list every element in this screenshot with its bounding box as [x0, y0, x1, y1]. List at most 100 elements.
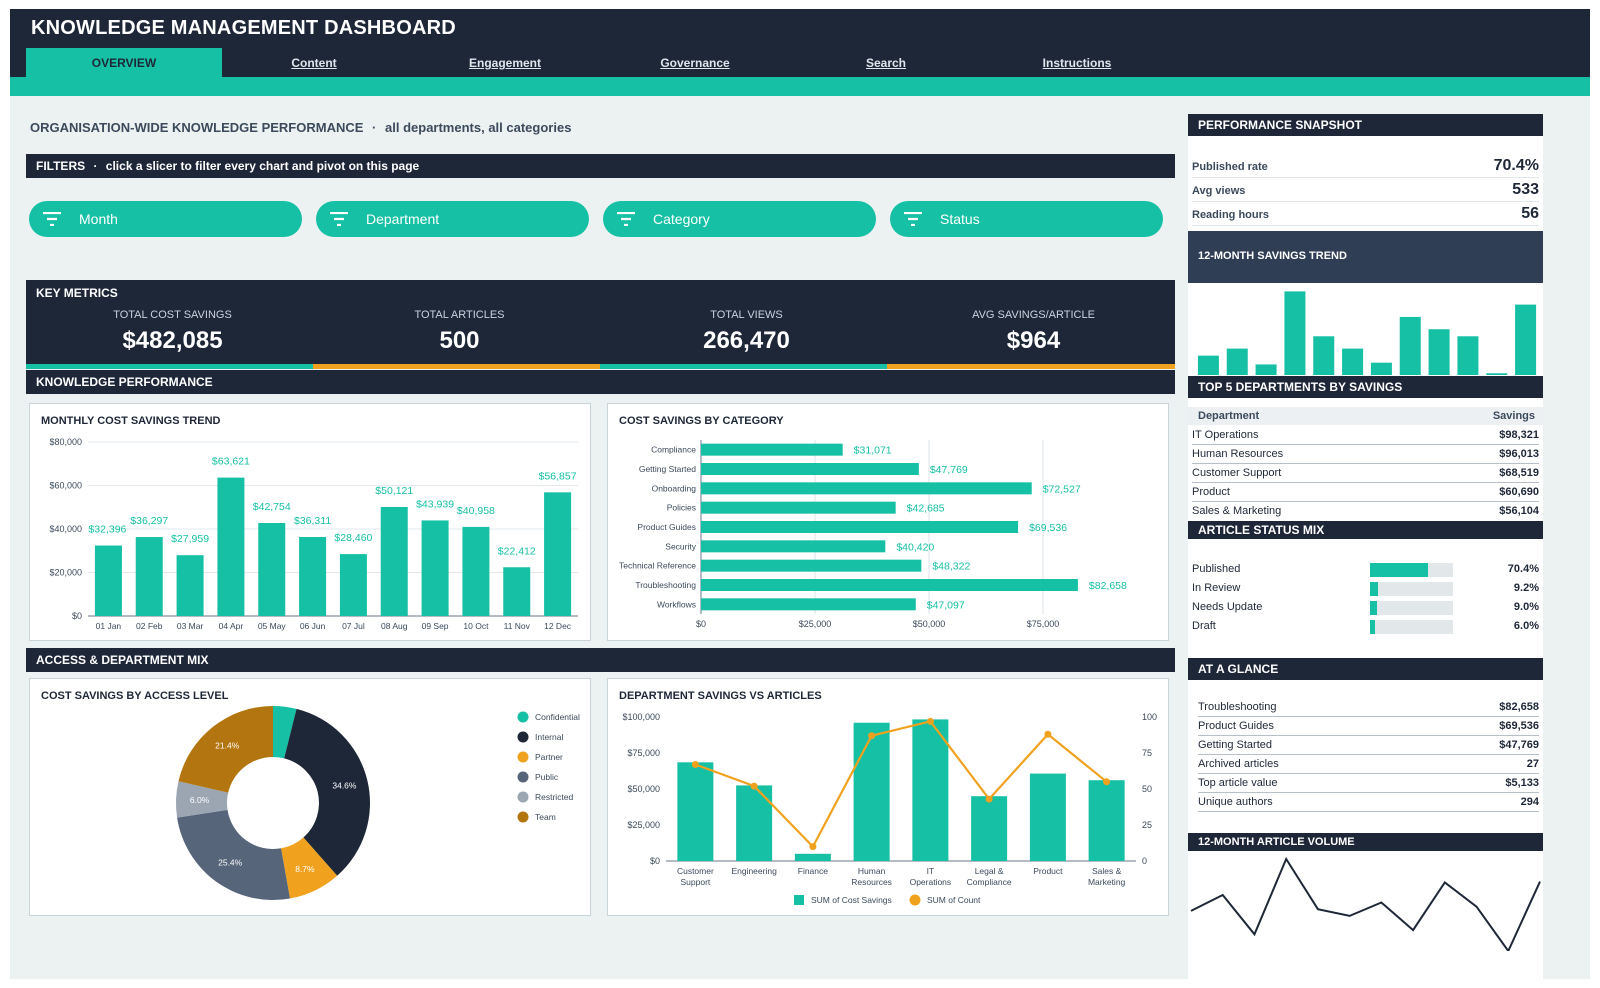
- bar: [258, 523, 286, 616]
- top5-header-department: Department: [1198, 410, 1260, 422]
- data-label: $43,939: [416, 498, 454, 510]
- data-label: $72,527: [1043, 483, 1081, 495]
- series-line: [1190, 856, 1541, 951]
- snapshot-value: 56: [1521, 205, 1539, 222]
- slicer-month-label: Month: [79, 211, 118, 227]
- bar: [701, 521, 1019, 533]
- y-tick-label: $20,000: [49, 568, 82, 578]
- slicer-category[interactable]: Category: [603, 201, 876, 237]
- bar: [701, 579, 1078, 591]
- category-savings-card: COST SAVINGS BY CATEGORY $0 $25,000 $50,00…: [607, 403, 1169, 641]
- slice-label: 8.7%: [295, 864, 315, 874]
- access-chart-title: COST SAVINGS BY ACCESS LEVEL: [41, 690, 229, 702]
- x-tick-label: 04 Apr: [219, 621, 244, 631]
- article-volume-chart: [1190, 856, 1541, 951]
- status-bar-track: [1370, 620, 1453, 634]
- filter-icon: [43, 212, 61, 226]
- dashboard-frame: KNOWLEDGE MANAGEMENT DASHBOARD OVERVIEW …: [10, 9, 1590, 979]
- department-savings-chart: $0 0 $25,000 25 $50,000 50 $75,000 75 $100,000 10…: [622, 712, 1157, 906]
- glance-value: $82,658: [1499, 701, 1539, 713]
- category-label: Workflows: [657, 599, 696, 609]
- bar: [1515, 304, 1537, 375]
- glance-value: $69,536: [1499, 720, 1539, 732]
- monthly-chart-title: MONTHLY COST SAVINGS TREND: [41, 415, 221, 427]
- legend-label: Team: [535, 812, 556, 822]
- filters-separator: ·: [93, 159, 98, 173]
- top5-savings: $68,519: [1499, 467, 1539, 479]
- donut-slice: [273, 706, 297, 759]
- access-department-header: ACCESS & DEPARTMENT MIX: [26, 648, 1175, 672]
- status-label: Published: [1192, 563, 1241, 575]
- status-row-published: Published 70.4%: [1192, 561, 1539, 579]
- x-tick-label: Human: [858, 866, 886, 876]
- data-label: $32,396: [88, 524, 126, 536]
- bar: [794, 853, 831, 861]
- slicer-status[interactable]: Status: [890, 201, 1163, 237]
- x-tick-label: Operations: [910, 877, 952, 887]
- status-mix-header: ARTICLE STATUS MIX: [1188, 521, 1543, 539]
- category-label: Compliance: [651, 445, 696, 455]
- subtitle-detail: all departments, all categories: [385, 120, 572, 135]
- x-tick-label: 08 Aug: [381, 621, 408, 631]
- x-tick-label: 10 Oct: [463, 621, 489, 631]
- y2-tick-label: 100: [1142, 712, 1157, 722]
- x-tick-label: Resources: [851, 877, 892, 887]
- legend-label: SUM of Cost Savings: [811, 895, 892, 905]
- bar: [135, 537, 163, 616]
- data-label: $42,685: [907, 503, 945, 515]
- x-tick-label: 02 Feb: [136, 621, 163, 631]
- savings-trend-title: 12-MONTH SAVINGS TREND: [1198, 250, 1347, 262]
- data-label: $50,121: [375, 485, 413, 497]
- legend-swatch: [517, 811, 529, 823]
- y2-tick-label: 75: [1142, 748, 1152, 758]
- snapshot-row: Avg views 533: [1192, 179, 1539, 202]
- tab-search[interactable]: Search: [865, 56, 907, 70]
- filter-icon: [330, 212, 348, 226]
- x-tick-label: Marketing: [1088, 877, 1126, 887]
- bar: [1226, 348, 1248, 375]
- kpi-label: AVG SAVINGS/ARTICLE: [972, 309, 1095, 321]
- x-tick-label: 11 Nov: [504, 621, 531, 631]
- legend-label: Partner: [535, 752, 563, 762]
- snapshot-row: Reading hours 56: [1192, 203, 1539, 226]
- data-label: $40,420: [896, 541, 934, 553]
- savings-trend-header: 12-MONTH SAVINGS TREND: [1188, 231, 1543, 283]
- top5-department: IT Operations: [1192, 429, 1259, 441]
- bar: [1457, 336, 1479, 375]
- glance-label: Archived articles: [1198, 758, 1279, 770]
- glance-label: Getting Started: [1198, 739, 1272, 751]
- bar: [701, 463, 919, 475]
- slicer-department[interactable]: Department: [316, 201, 589, 237]
- slicer-category-label: Category: [653, 211, 710, 227]
- bar: [677, 762, 714, 861]
- access-level-card: COST SAVINGS BY ACCESS LEVEL 34.6% 8.7% 25…: [29, 678, 591, 916]
- kpi-accent-bar: [26, 364, 319, 369]
- status-value: 70.4%: [1507, 563, 1539, 575]
- y-tick-label: $25,000: [627, 820, 660, 830]
- category-savings-chart: $0 $25,000 $50,000 $75,000 Compliance $31,071…: [619, 440, 1127, 629]
- data-label: $63,621: [212, 456, 250, 468]
- slicer-month[interactable]: Month: [29, 201, 302, 237]
- tab-governance[interactable]: Governance: [660, 56, 730, 70]
- top5-departments-header: TOP 5 DEPARTMENTS BY SAVINGS: [1188, 376, 1543, 398]
- top5-row: Product $60,690: [1192, 483, 1539, 502]
- category-label: Getting Started: [639, 464, 696, 474]
- glance-value: $5,133: [1505, 777, 1539, 789]
- status-value: 9.2%: [1513, 582, 1539, 594]
- tab-overview[interactable]: OVERVIEW: [26, 48, 222, 77]
- series-point: [868, 732, 876, 740]
- tab-engagement[interactable]: Engagement: [468, 56, 541, 70]
- tab-instructions[interactable]: Instructions: [1042, 56, 1112, 70]
- x-tick-label: Engineering: [731, 866, 777, 876]
- glance-value: 27: [1526, 758, 1539, 770]
- x-tick-label: $0: [696, 619, 706, 629]
- tab-content[interactable]: Content: [291, 56, 337, 70]
- bar: [299, 537, 327, 616]
- y-tick-label: $50,000: [627, 784, 660, 794]
- data-label: $47,769: [930, 464, 968, 476]
- slice-label: 6.0%: [190, 795, 210, 805]
- bar: [1255, 364, 1277, 375]
- x-tick-label: 05 May: [258, 621, 287, 631]
- glance-label: Top article value: [1198, 777, 1278, 789]
- top5-department: Sales & Marketing: [1192, 505, 1282, 517]
